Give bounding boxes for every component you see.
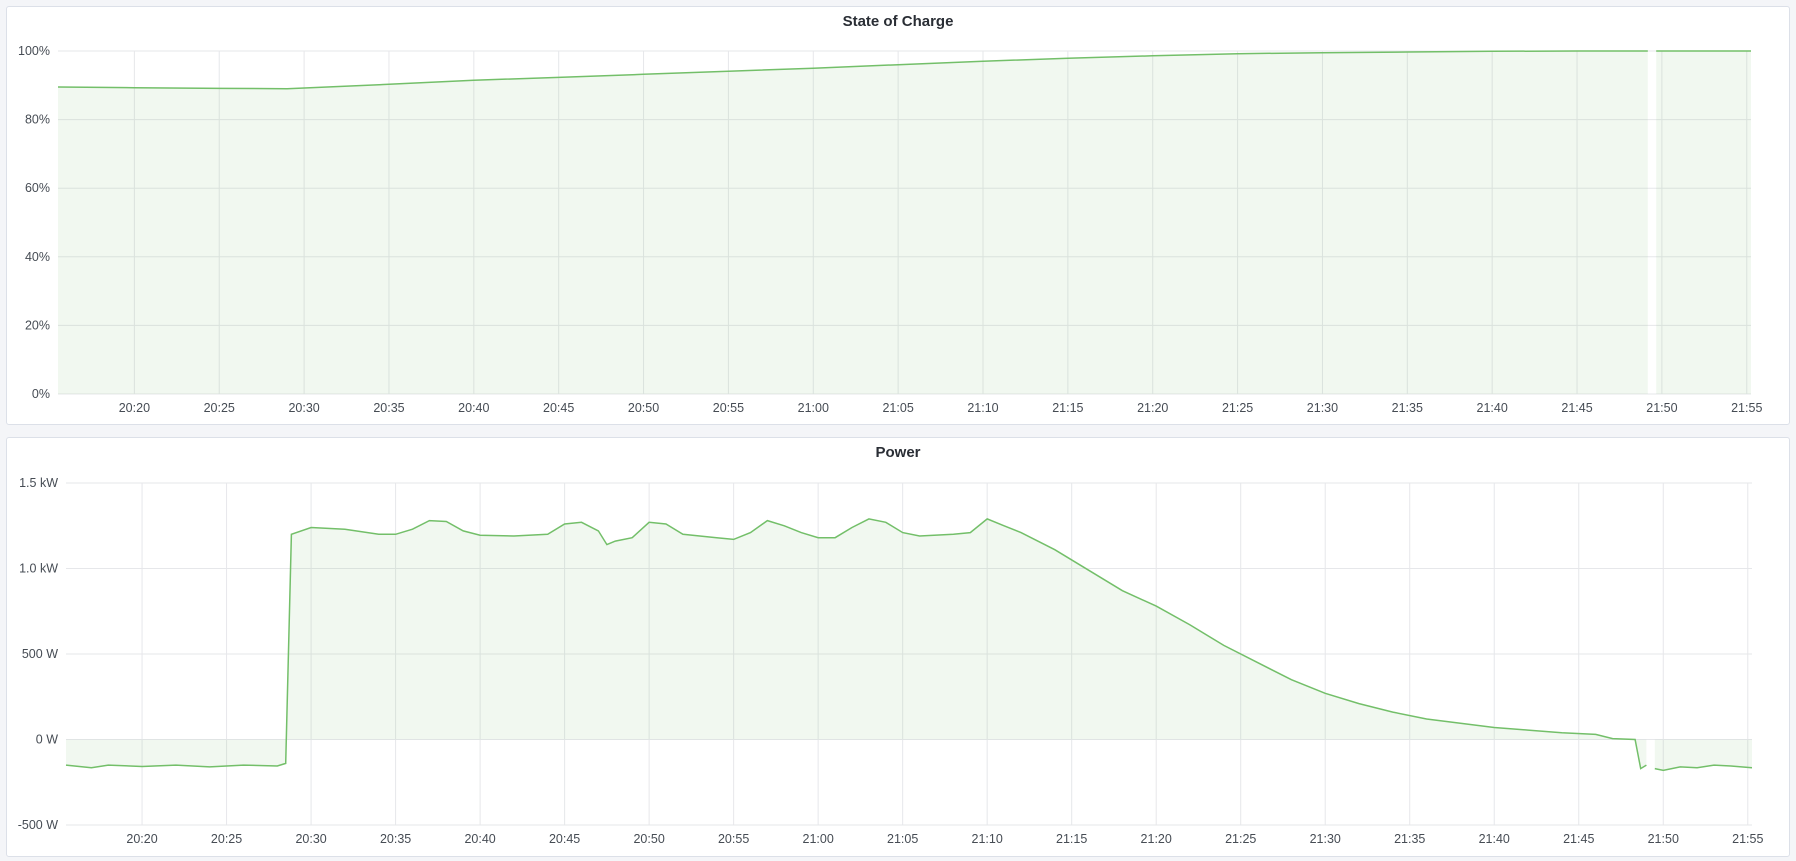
y-tick-label: 100% (18, 44, 50, 58)
series-area (58, 51, 1648, 394)
power-panel: Power -500 W 0 W 500 W 1.0 kW 1.5 kW 20:20 20:… (6, 437, 1790, 857)
x-tick-label: 20:25 (211, 832, 242, 846)
x-tick-label: 21:30 (1310, 832, 1341, 846)
x-tick-label: 21:45 (1561, 401, 1592, 415)
x-tick-label: 21:35 (1392, 401, 1423, 415)
y-tick-label: 0 W (36, 733, 58, 747)
x-tick-label: 21:20 (1137, 401, 1168, 415)
x-tick-label: 21:05 (882, 401, 913, 415)
soc-panel: State of Charge 0% 20% 40% 60% 80% 100% 20:20 2… (6, 6, 1790, 425)
x-tick-label: 21:40 (1477, 401, 1508, 415)
x-tick-label: 21:45 (1563, 832, 1594, 846)
y-tick-label: 1.5 kW (19, 476, 58, 490)
x-tick-label: 21:10 (967, 401, 998, 415)
x-tick-label: 21:30 (1307, 401, 1338, 415)
x-tick-label: 20:35 (373, 401, 404, 415)
x-tick-label: 21:05 (887, 832, 918, 846)
y-tick-label: 40% (25, 250, 50, 264)
x-tick-label: 21:00 (798, 401, 829, 415)
power-title: Power (875, 444, 921, 461)
soc-chart: 0% 20% 40% 60% 80% 100% 20:20 20:25 20:30 20:35 20… (18, 44, 1762, 415)
power-chart: -500 W 0 W 500 W 1.0 kW 1.5 kW 20:20 20:25 20:3… (18, 476, 1764, 846)
x-tick-label: 21:25 (1225, 832, 1256, 846)
y-tick-label: 60% (25, 181, 50, 195)
x-tick-label: 20:45 (549, 832, 580, 846)
y-tick-label: 20% (25, 318, 50, 332)
series-area (1656, 51, 1751, 394)
x-tick-label: 20:20 (119, 401, 150, 415)
x-tick-label: 21:40 (1479, 832, 1510, 846)
x-tick-label: 20:55 (713, 401, 744, 415)
x-tick-label: 20:20 (126, 832, 157, 846)
x-tick-label: 21:20 (1141, 832, 1172, 846)
x-tick-label: 20:30 (295, 832, 326, 846)
series-line (1654, 764, 1753, 772)
y-tick-label: 1.0 kW (19, 562, 58, 576)
x-tick-label: 20:25 (204, 401, 235, 415)
y-tick-label: 0% (32, 387, 50, 401)
series-area (66, 518, 1647, 769)
x-tick-label: 21:25 (1222, 401, 1253, 415)
y-tick-label: 80% (25, 113, 50, 127)
x-tick-label: 21:10 (972, 832, 1003, 846)
x-tick-label: 21:55 (1731, 401, 1762, 415)
x-tick-label: 20:50 (628, 401, 659, 415)
x-tick-label: 20:40 (464, 832, 495, 846)
x-tick-label: 21:15 (1056, 832, 1087, 846)
x-tick-label: 21:35 (1394, 832, 1425, 846)
soc-title: State of Charge (842, 13, 954, 30)
y-tick-label: -500 W (18, 818, 58, 832)
series-line (57, 50, 1648, 90)
x-tick-label: 21:15 (1052, 401, 1083, 415)
x-tick-label: 20:45 (543, 401, 574, 415)
x-tick-label: 21:50 (1646, 401, 1677, 415)
x-tick-label: 20:35 (380, 832, 411, 846)
x-tick-label: 20:50 (633, 832, 664, 846)
x-tick-label: 21:55 (1732, 832, 1763, 846)
x-tick-label: 21:50 (1648, 832, 1679, 846)
x-tick-label: 20:55 (718, 832, 749, 846)
y-tick-label: 500 W (22, 647, 58, 661)
series-line (65, 518, 1647, 770)
x-tick-label: 21:00 (803, 832, 834, 846)
x-tick-label: 20:30 (288, 401, 319, 415)
x-tick-label: 20:40 (458, 401, 489, 415)
series-area (1654, 739, 1752, 771)
